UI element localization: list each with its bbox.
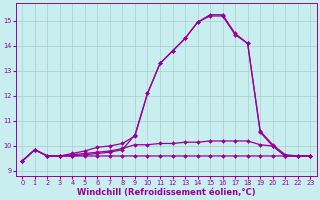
X-axis label: Windchill (Refroidissement éolien,°C): Windchill (Refroidissement éolien,°C) [77, 188, 256, 197]
